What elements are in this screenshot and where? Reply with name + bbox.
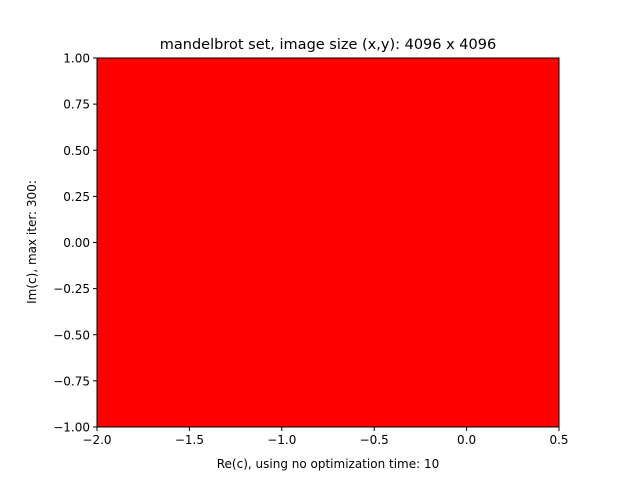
y-axis-ticks: −1.00 −0.75 −0.50 −0.25 0.00 0.25 0.50 0.75 1.00 [53, 52, 97, 435]
axes-frame [96, 57, 560, 428]
heatmap-image [97, 58, 559, 427]
y-tick-label: 0.75 [63, 98, 90, 112]
x-tick-label: −2.0 [82, 433, 111, 447]
x-tick-label: −1.5 [175, 433, 204, 447]
chart-title: mandelbrot set, image size (x,y): 4096 x… [160, 37, 496, 53]
y-tick-label: −0.50 [53, 328, 90, 342]
x-axis-label: Re(c), using no optimization time: 10 [217, 457, 439, 471]
x-tick-label: 0.5 [549, 433, 568, 447]
x-tick-label: −1.0 [267, 433, 296, 447]
y-tick-label: −1.00 [53, 421, 90, 435]
plot-area: −2.0 −1.5 −1.0 −0.5 0.0 0.5 −1.00 −0.75 −0.50 −0… [53, 52, 568, 448]
y-tick-label: 0.00 [63, 236, 90, 250]
x-tick-label: 0.0 [457, 433, 476, 447]
y-tick-label: −0.75 [53, 374, 90, 388]
y-tick-label: −0.25 [53, 282, 90, 296]
y-axis-label: Im(c), max iter: 300: [25, 180, 39, 304]
x-tick-label: −0.5 [360, 433, 389, 447]
y-tick-label: 0.25 [63, 190, 90, 204]
y-tick-label: 1.00 [63, 52, 90, 66]
y-tick-label: 0.50 [63, 144, 90, 158]
x-axis-ticks: −2.0 −1.5 −1.0 −0.5 0.0 0.5 [82, 427, 569, 447]
